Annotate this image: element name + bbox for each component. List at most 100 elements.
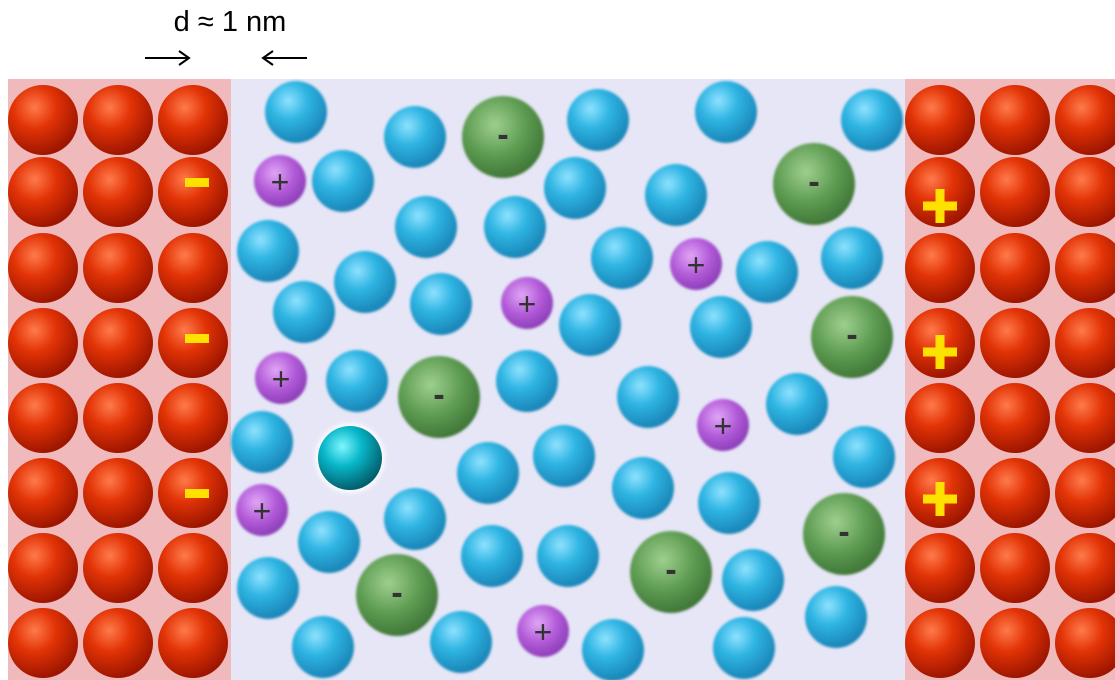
solvent-molecule: [582, 619, 644, 680]
electrode-atom: [980, 157, 1050, 227]
electrode-atom: [158, 533, 228, 603]
anion: [356, 554, 438, 636]
anion: [773, 143, 855, 225]
electrode-atom: [1055, 608, 1115, 678]
electrode-atom: [980, 233, 1050, 303]
solvent-molecule: [461, 525, 523, 587]
cation: [517, 605, 569, 657]
anion-charge-sign: -: [497, 116, 508, 154]
ions: - - - - - - - + + + + + + +: [236, 96, 893, 657]
cation: [697, 399, 749, 451]
electrode-atom: [1055, 157, 1115, 227]
solvent-molecule: [713, 617, 775, 679]
anion-charge-sign: -: [846, 316, 857, 354]
electrode-atom: [83, 383, 153, 453]
electrode-atom: [1055, 458, 1115, 528]
solvent-molecule: [695, 81, 757, 143]
left-pointing-arrow-icon: [261, 50, 307, 66]
anion: [630, 531, 712, 613]
solvent-molecule: [384, 488, 446, 550]
distance-arrows: [145, 50, 307, 66]
solvent-molecule: [645, 164, 707, 226]
electrode-atom: [980, 608, 1050, 678]
anion: [803, 493, 885, 575]
solvent-molecule: [591, 227, 653, 289]
anion: [462, 96, 544, 178]
solvent-molecule: [326, 350, 388, 412]
negative-surface-charge: [185, 178, 209, 187]
solvent-molecule: [496, 350, 558, 412]
solvent-molecule: [533, 425, 595, 487]
positive-surface-charge: [923, 189, 957, 223]
solvent-molecule: [298, 511, 360, 573]
solvent-molecule: [766, 373, 828, 435]
positive-surface-charge: [923, 335, 957, 369]
cation: [254, 155, 306, 207]
electrode-atom: [158, 157, 228, 227]
cation-charge-sign: +: [534, 614, 553, 650]
electrode-atom: [8, 608, 78, 678]
electrode-atom: [83, 233, 153, 303]
electrode-atom: [158, 383, 228, 453]
electrode-atom: [8, 458, 78, 528]
anion-charge-sign: -: [808, 163, 819, 201]
electrode-atom: [905, 85, 975, 155]
electrode-atom: [905, 533, 975, 603]
electrode-atom: [905, 608, 975, 678]
solvent-molecule: [841, 89, 903, 151]
highlighted-solvent-molecule: [318, 426, 382, 490]
cation: [501, 277, 553, 329]
electrode-atom: [158, 608, 228, 678]
electrode-atom: [83, 157, 153, 227]
electrode-atom: [8, 383, 78, 453]
electrode-atom: [905, 233, 975, 303]
solvent-molecule: [237, 557, 299, 619]
electrode-atom: [980, 85, 1050, 155]
solvent-molecule: [537, 525, 599, 587]
anion-charge-sign: -: [433, 376, 444, 414]
solvent-molecule: [567, 89, 629, 151]
electrode-atom: [8, 233, 78, 303]
solvent-molecule: [410, 273, 472, 335]
cation: [236, 484, 288, 536]
solvent-molecule: [833, 426, 895, 488]
solvent-molecule: [821, 227, 883, 289]
solvent-molecule: [612, 457, 674, 519]
electrode-atom: [83, 458, 153, 528]
cation-charge-sign: +: [253, 493, 272, 529]
electrode-surface-charges: [185, 178, 957, 516]
negative-surface-charge: [185, 489, 209, 498]
anion: [811, 296, 893, 378]
anion-charge-sign: -: [665, 551, 676, 589]
cation-charge-sign: +: [714, 408, 733, 444]
electrode-atom: [980, 383, 1050, 453]
cation-charge-sign: +: [272, 361, 291, 397]
electrode-atom: [905, 383, 975, 453]
distance-label: d ≈ 1 nm: [173, 6, 287, 38]
cation-charge-sign: +: [518, 286, 537, 322]
solvent-molecule: [395, 196, 457, 258]
solvent-molecule: [231, 411, 293, 473]
electrode-atom: [1055, 533, 1115, 603]
solvent-molecule: [457, 442, 519, 504]
solvent-molecule: [384, 106, 446, 168]
electrode-atom: [980, 458, 1050, 528]
solvent-molecule: [484, 196, 546, 258]
solvent-molecule: [698, 472, 760, 534]
solvent-molecule: [292, 616, 354, 678]
electrode-atom: [8, 157, 78, 227]
solvent-molecule: [312, 150, 374, 212]
electrode-atom: [980, 533, 1050, 603]
electrode-atom: [1055, 233, 1115, 303]
solvent-molecule: [805, 586, 867, 648]
electrode-atom: [1055, 383, 1115, 453]
negative-surface-charge: [185, 334, 209, 343]
electrode-atom: [158, 233, 228, 303]
solvent-molecule: [544, 157, 606, 219]
anion-charge-sign: -: [838, 513, 849, 551]
solvent-molecule: [237, 220, 299, 282]
solvent-molecule: [430, 611, 492, 673]
solvent-molecule: [690, 296, 752, 358]
electrode-atom: [8, 533, 78, 603]
